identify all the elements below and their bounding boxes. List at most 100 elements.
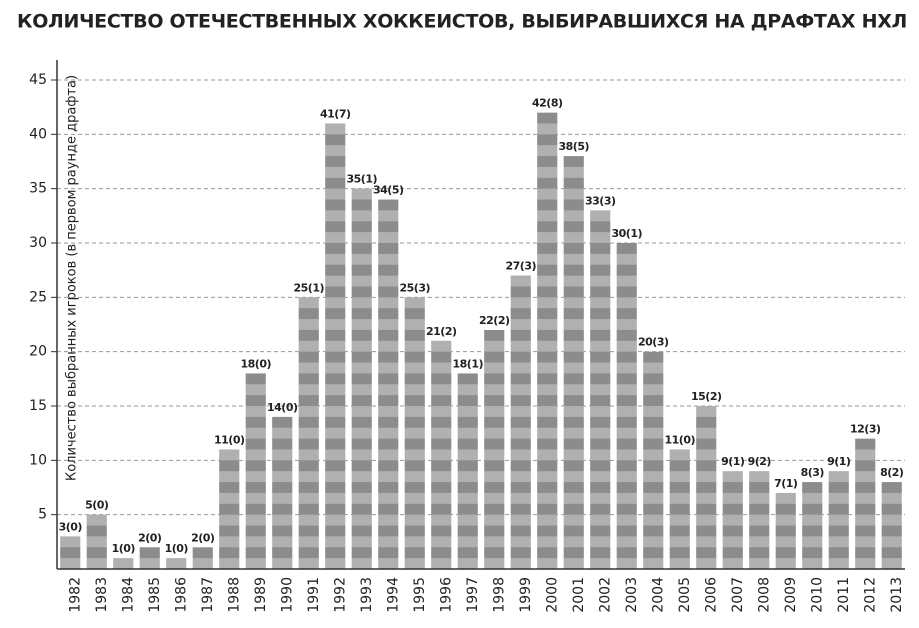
- bar: [431, 340, 452, 569]
- y-tick-label: 5: [38, 507, 47, 523]
- y-tick-label: 30: [29, 235, 47, 251]
- bar: [113, 558, 134, 569]
- bar: [643, 351, 664, 569]
- value-label: 18(1): [452, 357, 483, 370]
- y-tick-label: 35: [29, 181, 47, 197]
- bar: [298, 297, 319, 569]
- bar: [457, 373, 478, 569]
- value-label: 8(3): [801, 466, 825, 479]
- value-label: 5(0): [85, 499, 109, 512]
- x-tick-label: 1998: [491, 577, 507, 613]
- value-label: 38(5): [558, 140, 589, 153]
- x-tick-label: 2013: [889, 577, 905, 613]
- x-tick-label: 1997: [465, 577, 481, 613]
- bar: [484, 329, 505, 569]
- x-tick-label: 2007: [730, 577, 746, 613]
- y-axis-label: Количество выбранных игроков (в первом р…: [65, 75, 80, 481]
- bar: [537, 112, 558, 569]
- bar: [245, 373, 266, 569]
- x-tick-label: 2000: [544, 577, 560, 613]
- x-tick-label: 2009: [783, 577, 799, 613]
- y-tick-label: 15: [29, 398, 47, 414]
- value-label: 1(0): [112, 542, 136, 555]
- value-label: 25(1): [293, 281, 324, 294]
- bar: [828, 471, 849, 569]
- x-tick-label: 1991: [306, 577, 322, 613]
- value-label: 11(0): [664, 433, 695, 446]
- value-label: 2(0): [138, 531, 162, 544]
- x-tick-label: 2011: [836, 577, 852, 613]
- x-tick-label: 1984: [120, 577, 136, 613]
- chart-title: КОЛИЧЕСТВО ОТЕЧЕСТВЕННЫХ ХОККЕИСТОВ, ВЫБ…: [17, 11, 907, 33]
- bar: [669, 449, 690, 569]
- value-label: 14(0): [267, 401, 298, 414]
- y-tick-label: 40: [29, 126, 47, 142]
- value-label: 9(1): [827, 455, 851, 468]
- value-label: 30(1): [611, 227, 642, 240]
- value-label: 34(5): [373, 184, 404, 197]
- value-label: 35(1): [346, 173, 377, 186]
- x-tick-label: 1985: [147, 577, 163, 613]
- value-label: 8(2): [880, 466, 904, 479]
- x-tick-label: 2003: [624, 577, 640, 613]
- bar: [563, 156, 584, 570]
- value-label: 25(3): [399, 281, 430, 294]
- value-label: 41(7): [320, 107, 351, 120]
- x-tick-label: 1988: [226, 577, 242, 613]
- value-label: 20(3): [638, 336, 669, 349]
- x-tick-label: 1983: [94, 577, 110, 613]
- value-label: 7(1): [774, 477, 798, 490]
- x-tick-label: 2008: [756, 577, 772, 613]
- bar: [749, 471, 770, 569]
- x-tick-label: 1996: [438, 577, 454, 613]
- y-tick-label: 10: [29, 452, 47, 468]
- value-label: 27(3): [505, 260, 536, 273]
- bar: [855, 438, 876, 569]
- x-tick-label: 1993: [359, 577, 375, 613]
- x-tick-label: 2001: [571, 577, 587, 613]
- y-tick-label: 25: [29, 289, 47, 305]
- value-label: 9(1): [721, 455, 745, 468]
- x-tick-label: 1995: [412, 577, 428, 613]
- x-tick-label: 1994: [385, 577, 401, 613]
- x-tick-label: 1989: [253, 577, 269, 613]
- value-label: 15(2): [691, 390, 722, 403]
- x-tick-label: 2012: [862, 577, 878, 613]
- value-label: 11(0): [214, 433, 245, 446]
- value-label: 9(2): [748, 455, 772, 468]
- bar: [219, 449, 240, 569]
- x-tick-label: 2004: [650, 577, 666, 613]
- x-tick-label: 2005: [677, 577, 693, 613]
- value-label: 1(0): [165, 542, 189, 555]
- bar: [510, 275, 531, 569]
- value-label: 18(0): [240, 357, 271, 370]
- bar: [325, 123, 346, 569]
- value-label: 3(0): [59, 520, 83, 533]
- value-label: 42(8): [532, 97, 563, 110]
- x-tick-label: 2010: [809, 577, 825, 613]
- value-label: 22(2): [479, 314, 510, 327]
- bar: [166, 558, 187, 569]
- value-label: 33(3): [585, 194, 616, 207]
- bar: [616, 243, 637, 569]
- bar: [351, 188, 372, 569]
- bar: [378, 199, 399, 570]
- value-label: 12(3): [850, 423, 881, 436]
- bar: [722, 471, 743, 569]
- bar: [192, 547, 213, 569]
- bar: [802, 482, 823, 569]
- bar: [139, 547, 160, 569]
- bar: [86, 514, 107, 569]
- x-tick-label: 1987: [200, 577, 216, 613]
- x-tick-label: 1992: [332, 577, 348, 613]
- x-tick-label: 1999: [518, 577, 534, 613]
- bar: [775, 492, 796, 569]
- value-label: 2(0): [191, 531, 215, 544]
- x-tick-label: 1986: [173, 577, 189, 613]
- x-tick-label: 2006: [703, 577, 719, 613]
- bar: [404, 297, 425, 569]
- x-tick-label: 2002: [597, 577, 613, 613]
- bar: [60, 536, 81, 569]
- y-tick-label: 45: [29, 72, 47, 88]
